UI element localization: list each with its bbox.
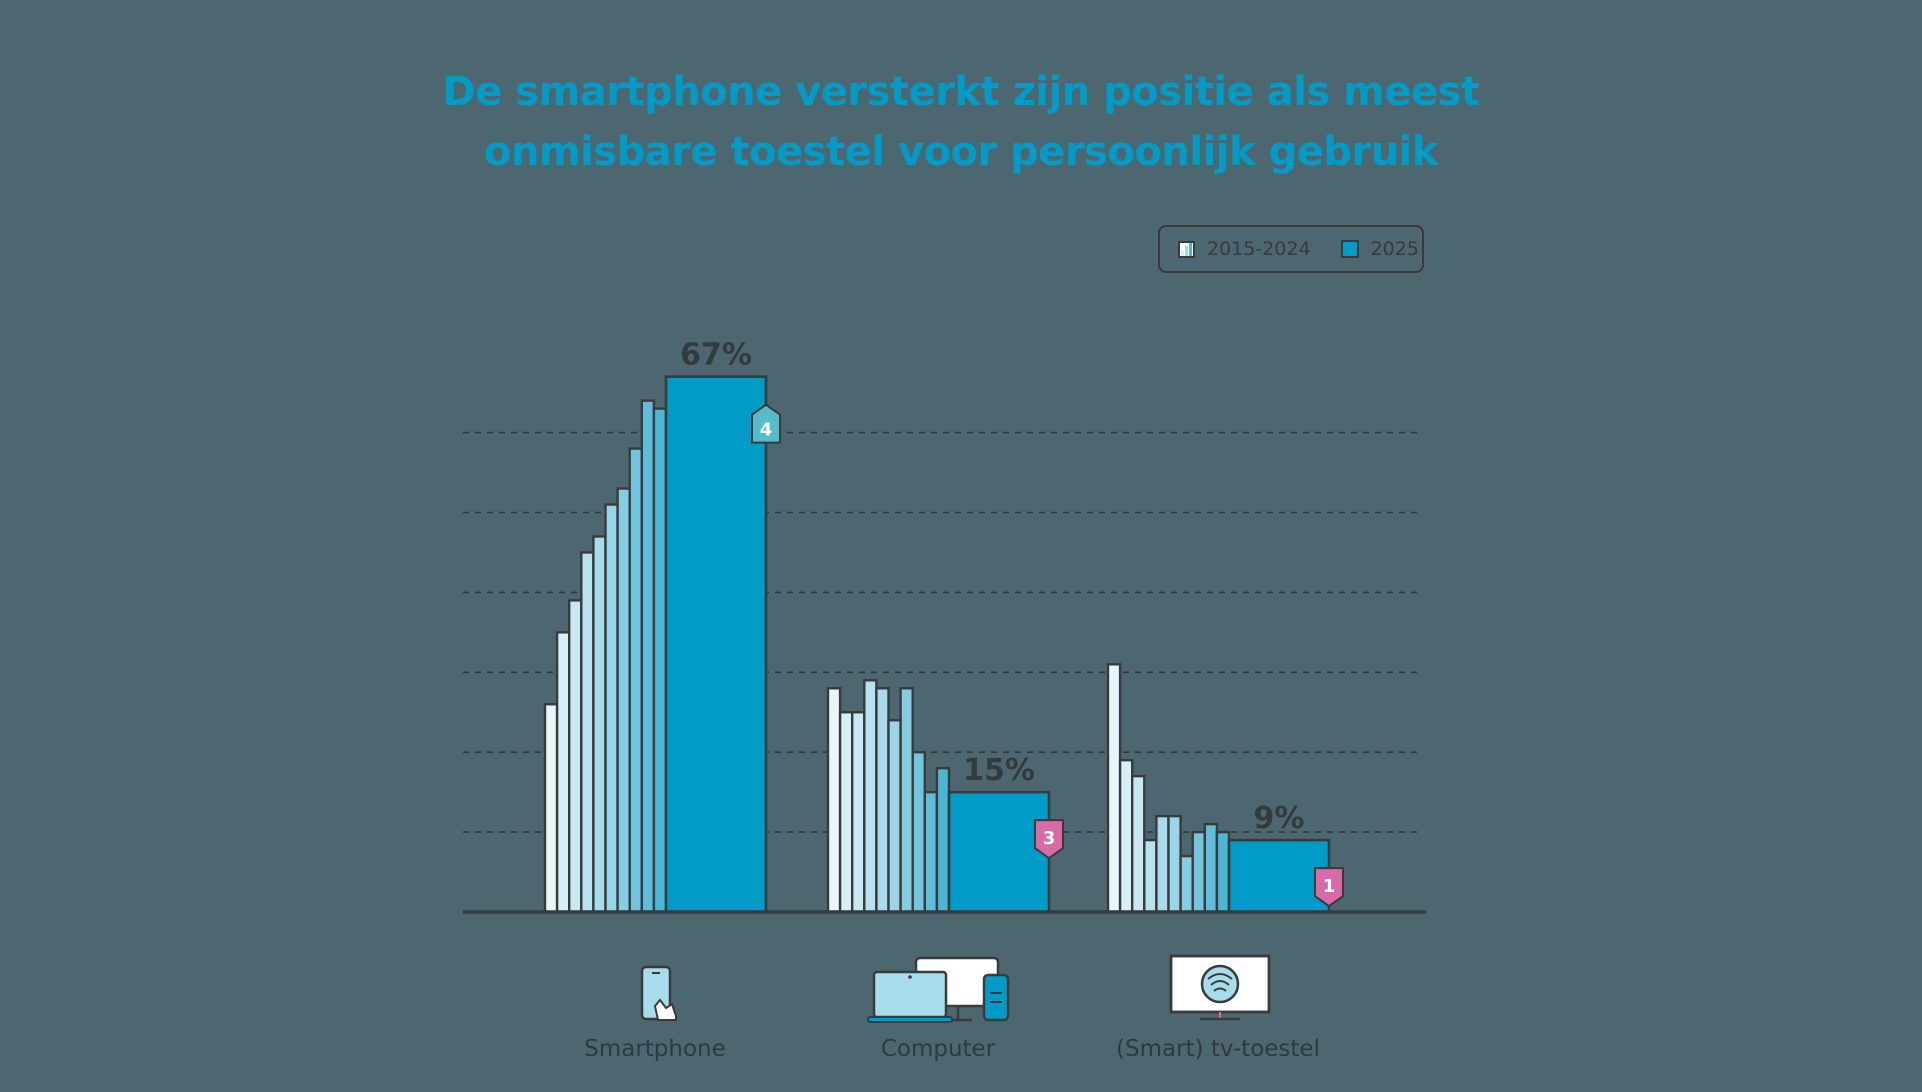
laptop-camera <box>908 975 912 979</box>
value-label: 15% <box>963 753 1035 788</box>
wifi-arc <box>1207 973 1233 980</box>
history-bar <box>1191 830 1206 914</box>
history-bar <box>616 487 631 914</box>
category-label-tv: (Smart) tv-toestel <box>1116 1036 1320 1062</box>
chart-title: De smartphone versterkt zijn positie als… <box>0 62 1922 182</box>
rank-badge <box>1034 819 1064 860</box>
history-bar <box>1106 663 1122 914</box>
history-bar <box>555 631 571 914</box>
history-bar <box>1130 774 1146 914</box>
history-bar <box>911 751 927 914</box>
history-bar <box>1118 758 1134 914</box>
history-bar <box>628 447 644 914</box>
chart-title-line-2: onmisbare toestel voor persoonlijk gebru… <box>484 129 1438 175</box>
hand-icon <box>653 998 677 1021</box>
value-label: 67% <box>680 338 752 373</box>
legend: 2015-2024 2025 <box>1158 225 1424 273</box>
history-bars-icon <box>1178 240 1195 258</box>
history-bar <box>851 711 866 914</box>
legend-item-2025: 2025 <box>1340 238 1419 260</box>
category-label-smartphone: Smartphone <box>584 1036 726 1062</box>
rank-badge <box>751 403 781 444</box>
value-label: 9% <box>1254 801 1305 836</box>
history-bar <box>1215 830 1231 914</box>
history-bar <box>935 766 951 914</box>
history-bar <box>1155 814 1170 914</box>
history-bar <box>640 399 656 914</box>
rank-badge-label: 4 <box>760 420 773 441</box>
rank-badge-label: 3 <box>1043 828 1056 849</box>
history-bar <box>1167 814 1182 914</box>
bar-2025 <box>664 375 768 914</box>
history-bar <box>1203 822 1219 914</box>
category-label-computer: Computer <box>880 1036 996 1062</box>
history-bar <box>592 535 607 914</box>
history-bar <box>543 703 559 914</box>
history-bar <box>863 679 878 914</box>
bar-2025 <box>1227 838 1331 914</box>
wifi-badge-icon <box>1200 964 1240 1004</box>
laptop-base <box>867 1016 953 1023</box>
rank-badge-label: 1 <box>1323 876 1336 897</box>
bar-2025 <box>947 790 1051 914</box>
history-bar <box>1179 854 1194 914</box>
legend-label-2025: 2025 <box>1370 238 1419 260</box>
history-bar <box>887 719 902 914</box>
history-bar <box>838 711 854 914</box>
history-bar <box>604 503 619 914</box>
history-bar <box>923 790 939 914</box>
legend-item-history: 2015-2024 <box>1178 238 1311 260</box>
history-bar <box>568 599 583 914</box>
history-bar <box>899 687 914 914</box>
history-bar <box>826 687 842 914</box>
chart-title-line-1: De smartphone versterkt zijn positie als… <box>442 69 1481 115</box>
history-bar <box>1143 838 1158 914</box>
wifi-arc <box>1210 980 1230 986</box>
history-bar <box>580 551 595 914</box>
swatch-2025-icon <box>1340 240 1359 258</box>
history-bar <box>875 687 890 914</box>
wifi-arc <box>1213 987 1227 992</box>
rank-badge <box>1314 867 1344 908</box>
tower-icon <box>982 973 1010 1022</box>
legend-label-history: 2015-2024 <box>1207 238 1311 260</box>
history-bar <box>652 407 668 914</box>
